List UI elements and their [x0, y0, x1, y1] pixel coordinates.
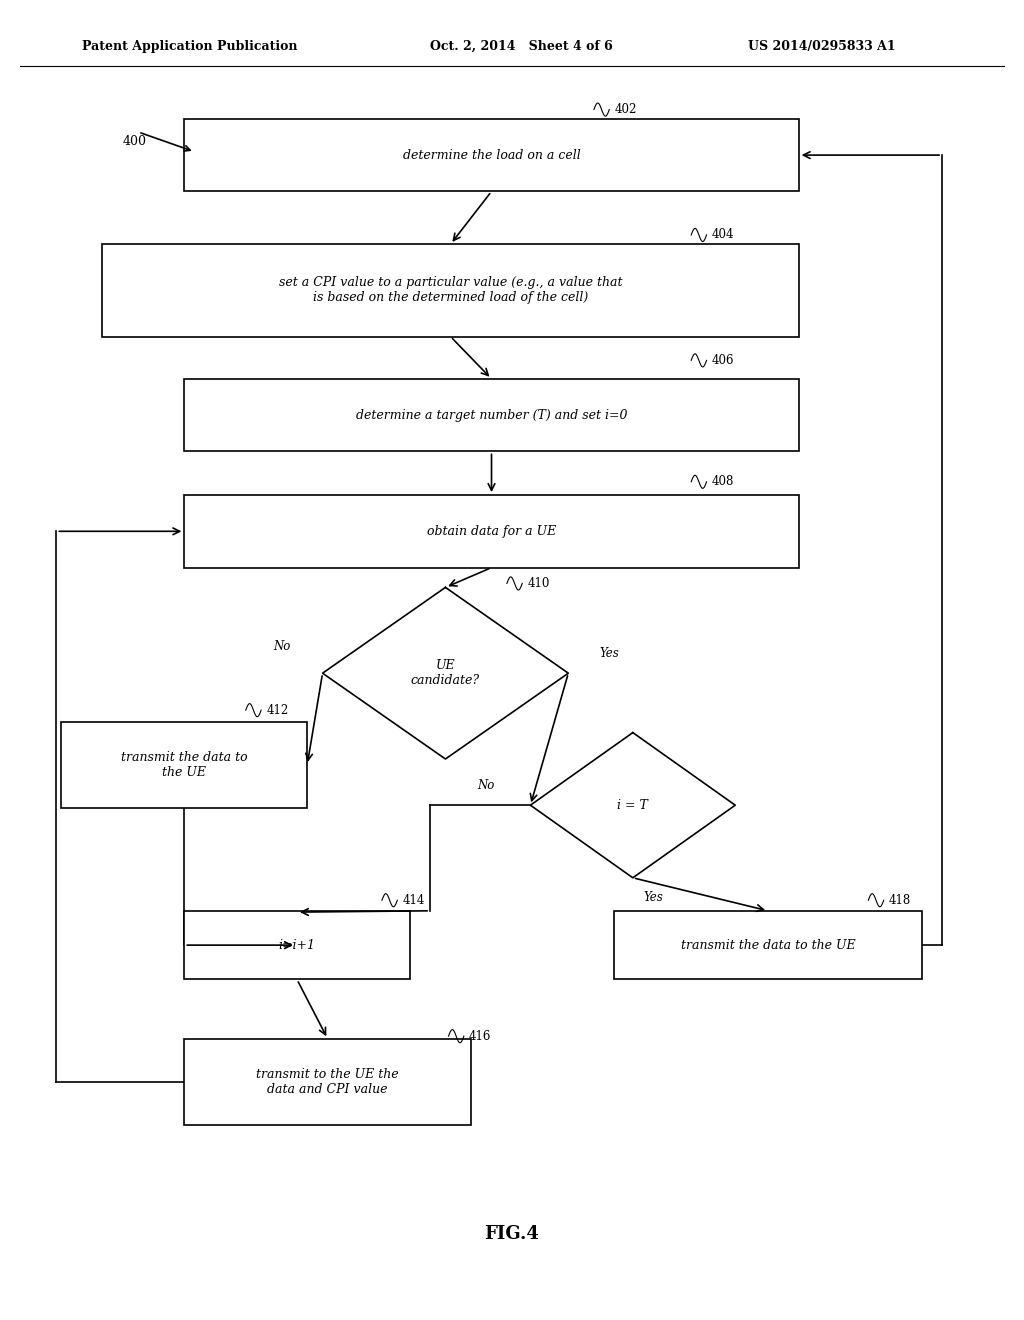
FancyBboxPatch shape: [184, 119, 799, 191]
Text: No: No: [477, 779, 495, 792]
FancyBboxPatch shape: [61, 722, 307, 808]
Text: 416: 416: [469, 1030, 492, 1043]
FancyBboxPatch shape: [184, 1039, 471, 1125]
Text: Yes: Yes: [599, 647, 618, 660]
Text: UE
candidate?: UE candidate?: [411, 659, 480, 688]
Text: Yes: Yes: [643, 891, 663, 904]
FancyBboxPatch shape: [102, 244, 799, 337]
Text: i = T: i = T: [617, 799, 648, 812]
FancyBboxPatch shape: [184, 379, 799, 451]
Text: set a CPI value to a particular value (e.g., a value that
is based on the determ: set a CPI value to a particular value (e…: [279, 276, 623, 305]
Text: 402: 402: [614, 103, 637, 116]
Text: 410: 410: [527, 577, 550, 590]
Text: determine a target number (T) and set i=0: determine a target number (T) and set i=…: [355, 409, 628, 421]
Text: determine the load on a cell: determine the load on a cell: [402, 149, 581, 161]
Text: Patent Application Publication: Patent Application Publication: [82, 40, 297, 53]
Text: transmit the data to the UE: transmit the data to the UE: [681, 939, 855, 952]
Text: i=i+1: i=i+1: [279, 939, 315, 952]
Text: Oct. 2, 2014   Sheet 4 of 6: Oct. 2, 2014 Sheet 4 of 6: [430, 40, 612, 53]
Text: 412: 412: [266, 704, 289, 717]
Text: US 2014/0295833 A1: US 2014/0295833 A1: [748, 40, 895, 53]
FancyBboxPatch shape: [614, 911, 922, 979]
FancyBboxPatch shape: [184, 495, 799, 568]
Text: No: No: [273, 640, 290, 653]
Text: FIG.4: FIG.4: [484, 1225, 540, 1243]
Text: 414: 414: [402, 894, 425, 907]
Text: 408: 408: [712, 475, 734, 488]
Text: transmit to the UE the
data and CPI value: transmit to the UE the data and CPI valu…: [256, 1068, 399, 1096]
Text: 404: 404: [712, 228, 734, 242]
Text: 406: 406: [712, 354, 734, 367]
Text: transmit the data to
the UE: transmit the data to the UE: [121, 751, 248, 779]
Text: 400: 400: [123, 135, 146, 148]
FancyBboxPatch shape: [184, 911, 410, 979]
Text: obtain data for a UE: obtain data for a UE: [427, 525, 556, 537]
Text: 418: 418: [889, 894, 911, 907]
